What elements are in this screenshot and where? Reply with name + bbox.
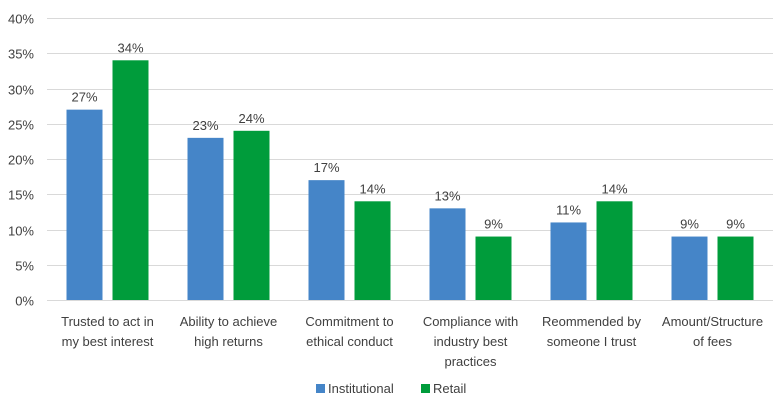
y-tick-label: 30%: [8, 83, 34, 98]
bars: [66, 60, 754, 301]
x-category-label-line: Compliance with: [423, 314, 518, 329]
legend-label-institutional: Institutional: [328, 381, 394, 396]
bar-institutional-4: [550, 222, 587, 300]
data-label: 14%: [601, 181, 627, 196]
data-label: 14%: [359, 181, 385, 196]
x-category-label-line: Ability to achieve: [180, 314, 278, 329]
bar-institutional-2: [308, 180, 345, 300]
x-category-label: Reommended by someone I trust: [542, 314, 641, 349]
x-category-label-line: ethical conduct: [306, 334, 393, 349]
y-axis: 0% 5% 10% 15% 20% 25% 30% 35% 40%: [8, 12, 34, 309]
x-category-label-line: practices: [444, 354, 497, 369]
x-category-label: Trusted to act in my best interest: [61, 314, 154, 349]
y-tick-label: 10%: [8, 224, 34, 239]
bar-institutional-3: [429, 208, 466, 300]
y-tick-label: 35%: [8, 47, 34, 62]
gridlines: [47, 18, 773, 301]
data-labels: 27% 34% 23% 24% 17% 14% 13% 9% 11% 14% 9% 9%: [71, 40, 745, 231]
y-tick-label: 15%: [8, 188, 34, 203]
x-category-label: Compliance with industry best practices: [423, 314, 518, 369]
x-category-label-line: Amount/Structure: [662, 314, 763, 329]
y-tick-label: 0%: [15, 294, 34, 309]
y-tick-label: 20%: [8, 153, 34, 168]
bar-retail-0: [112, 60, 149, 300]
data-label: 9%: [484, 217, 503, 232]
x-category-label-line: someone I trust: [547, 334, 637, 349]
x-category-label: Ability to achieve high returns: [180, 314, 278, 349]
bar-institutional-5: [671, 236, 708, 300]
legend-swatch-retail: [421, 384, 430, 393]
bar-retail-3: [475, 236, 512, 300]
x-category-label-line: of fees: [693, 334, 733, 349]
x-axis: Trusted to act in my best interest Ability…: [61, 314, 763, 369]
x-category-label-line: Commitment to: [305, 314, 393, 329]
bar-institutional-1: [187, 137, 224, 300]
data-label: 13%: [434, 188, 460, 203]
bar-retail-1: [233, 130, 270, 300]
x-category-label-line: Reommended by: [542, 314, 641, 329]
data-label: 9%: [680, 217, 699, 232]
legend-label-retail: Retail: [433, 381, 466, 396]
x-category-label: Commitment to ethical conduct: [305, 314, 393, 349]
x-category-label-line: industry best: [434, 334, 508, 349]
x-category-label-line: my best interest: [62, 334, 154, 349]
bar-institutional-0: [66, 109, 103, 301]
data-label: 23%: [192, 118, 218, 133]
data-label: 9%: [726, 217, 745, 232]
data-label: 34%: [117, 40, 143, 55]
bar-retail-4: [596, 201, 633, 300]
legend: Institutional Retail: [316, 381, 466, 396]
x-category-label-line: high returns: [194, 334, 263, 349]
x-category-label: Amount/Structure of fees: [662, 314, 763, 349]
data-label: 11%: [556, 202, 581, 217]
y-tick-label: 25%: [8, 118, 34, 133]
y-tick-label: 40%: [8, 12, 34, 27]
bar-retail-5: [717, 236, 754, 300]
y-tick-label: 5%: [15, 259, 34, 274]
x-category-label-line: Trusted to act in: [61, 314, 154, 329]
data-label: 17%: [313, 160, 339, 175]
legend-swatch-institutional: [316, 384, 325, 393]
bar-retail-2: [354, 201, 391, 300]
data-label: 24%: [238, 111, 264, 126]
data-label: 27%: [71, 90, 97, 105]
